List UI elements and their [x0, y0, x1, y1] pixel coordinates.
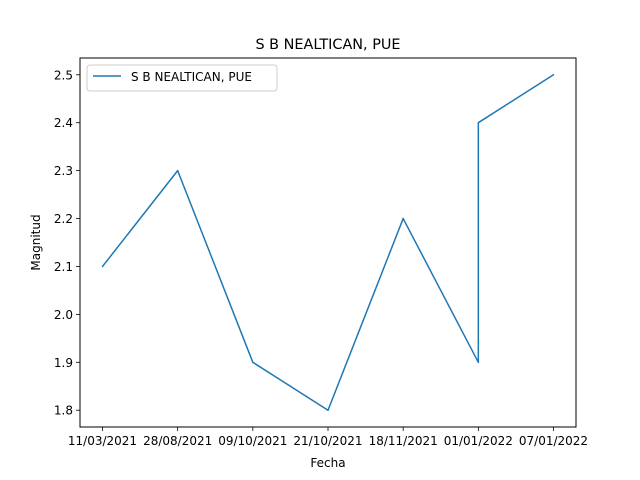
data-point — [327, 409, 329, 411]
y-tick-label: 2.0 — [54, 308, 73, 322]
x-tick-label: 09/10/2021 — [218, 434, 287, 448]
y-tick-label: 1.8 — [54, 404, 73, 418]
plot-area — [101, 74, 555, 411]
y-axis: 1.8 1.9 2.0 2.1 2.2 2.3 2.4 2.5 — [54, 68, 80, 418]
data-point — [477, 121, 480, 124]
axes-frame — [79, 57, 577, 428]
data-point — [252, 361, 254, 364]
y-tick-label: 2.1 — [54, 260, 73, 274]
legend-box — [86, 64, 278, 92]
x-tick-label: 07/01/2022 — [519, 434, 588, 448]
data-point — [477, 361, 480, 364]
data-point — [101, 265, 104, 268]
x-axis: 11/03/2021 28/08/2021 09/10/2021 21/10/2021… — [68, 427, 588, 448]
y-tick-label: 2.4 — [54, 116, 73, 130]
data-point — [176, 169, 179, 172]
y-tick-label: 2.2 — [54, 212, 73, 226]
x-tick-label: 28/08/2021 — [143, 434, 212, 448]
data-point — [552, 74, 555, 76]
x-tick-label: 21/10/2021 — [293, 434, 362, 448]
x-tick-label: 01/01/2022 — [444, 434, 513, 448]
legend-label: S B NEALTICAN, PUE — [131, 70, 252, 84]
chart-title: S B NEALTICAN, PUE — [255, 37, 400, 53]
x-tick-label: 18/11/2021 — [369, 434, 438, 448]
y-tick-label: 1.9 — [54, 356, 73, 370]
series-line — [101, 74, 554, 411]
y-tick-label: 2.3 — [54, 164, 73, 178]
x-axis-label: Fecha — [310, 456, 345, 470]
y-tick-label: 2.5 — [54, 68, 73, 82]
x-tick-label: 11/03/2021 — [68, 434, 137, 448]
y-axis-label: Magnitud — [29, 214, 43, 270]
legend: S B NEALTICAN, PUE — [86, 64, 278, 92]
data-point — [402, 217, 404, 220]
